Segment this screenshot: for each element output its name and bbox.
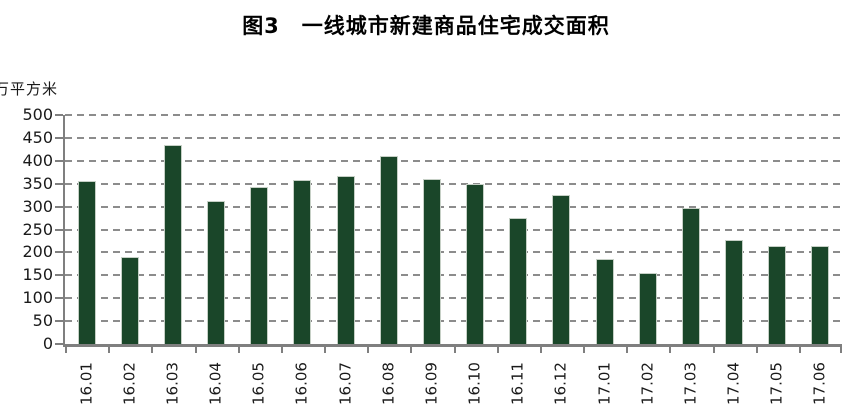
y-tick-0 [55,343,63,345]
bar-16.08 [380,156,398,344]
x-axis-label-17.06: 17.06 [810,362,829,405]
bar-16.01 [78,181,96,344]
bar-17.03 [682,208,700,344]
y-tick-400 [55,159,63,162]
x-axis-tick-18 [840,347,842,353]
y-tick-300 [55,205,63,208]
y-axis-label-250: 250 [22,219,53,239]
bar-16.12 [552,195,570,344]
gridline-50 [65,320,842,323]
x-axis-label-17.04: 17.04 [724,362,743,405]
x-axis-tick-13 [626,347,628,353]
gridline-400 [65,159,842,162]
chart-title: 图3 一线城市新建商品住宅成交面积 [242,14,610,38]
bar-16.03 [164,145,182,344]
x-axis-label-16.08: 16.08 [379,362,398,405]
x-axis-label-16.10: 16.10 [465,362,484,405]
x-axis-label-16.11: 16.11 [508,362,527,405]
y-tick-150 [55,274,63,277]
y-tick-100 [55,297,63,300]
x-axis-label-17.03: 17.03 [681,362,700,405]
y-tick-50 [55,320,63,323]
gridline-350 [65,182,842,185]
gridline-150 [65,274,842,277]
y-tick-350 [55,182,63,185]
bar-16.10 [466,184,484,344]
gridline-450 [65,136,842,139]
x-axis-label-16.01: 16.01 [77,362,96,405]
gridline-300 [65,205,842,208]
bar-16.02 [121,257,139,344]
x-axis-tick-9 [454,347,456,353]
y-axis-label-450: 450 [22,127,53,147]
x-axis-tick-10 [497,347,499,353]
y-axis-label-350: 350 [22,173,53,193]
bar-17.06 [811,246,829,344]
x-axis-line [63,344,842,347]
x-axis-tick-5 [281,347,283,353]
y-axis-label-0: 0 [42,334,53,353]
x-axis-tick-0 [65,347,67,353]
bar-16.09 [423,179,441,344]
y-tick-200 [55,251,63,254]
x-axis-label-17.01: 17.01 [595,362,614,405]
x-axis-label-16.05: 16.05 [249,362,268,405]
x-axis-label-16.09: 16.09 [422,362,441,405]
gridline-500 [65,114,842,116]
gridline-100 [65,297,842,300]
bar-17.02 [639,273,657,344]
x-axis-label-16.03: 16.03 [163,362,182,405]
x-axis-tick-14 [669,347,671,353]
x-axis-tick-11 [540,347,542,353]
x-axis-label-16.04: 16.04 [206,362,225,405]
gridline-250 [65,228,842,231]
x-axis-tick-15 [713,347,715,353]
y-axis-label-150: 150 [22,265,53,285]
bar-16.11 [509,218,527,344]
x-axis-tick-7 [367,347,369,353]
x-axis-tick-16 [756,347,758,353]
plot-area: 0 50 100 150 200 250 300 350 400 450 500 16.01 16.02… [22,106,842,405]
x-axis-label-16.07: 16.07 [336,362,355,405]
bar-16.05 [250,187,268,344]
y-axis-label-200: 200 [22,242,53,262]
x-axis-tick-1 [108,347,110,353]
y-axis-label-300: 300 [22,196,53,216]
x-axis-label-17.02: 17.02 [638,362,657,405]
x-axis-label-16.12: 16.12 [551,362,570,405]
x-axis-tick-12 [583,347,585,353]
bar-16.06 [293,180,311,344]
x-axis-tick-8 [410,347,412,353]
y-axis-label-100: 100 [22,288,53,308]
x-axis-label-16.06: 16.06 [292,362,311,405]
y-axis-label-500: 500 [22,105,53,124]
gridline-200 [65,251,842,254]
y-axis-label-50: 50 [32,311,53,331]
x-axis-tick-17 [799,347,801,353]
y-axis-unit-label: 万平方米 [0,80,59,98]
bar-16.07 [337,176,355,344]
y-tick-500 [55,114,63,116]
y-axis-line [63,115,65,347]
x-axis-tick-3 [195,347,197,353]
bar-17.04 [725,240,743,344]
x-axis-tick-6 [324,347,326,353]
bar-16.04 [207,201,225,344]
y-tick-450 [55,136,63,139]
y-axis-label-400: 400 [22,150,53,170]
x-axis-label-17.05: 17.05 [767,362,786,405]
x-axis-tick-2 [151,347,153,353]
y-tick-250 [55,228,63,231]
x-axis-label-16.02: 16.02 [120,362,139,405]
x-axis-tick-4 [238,347,240,353]
bar-17.01 [596,259,614,344]
bar-17.05 [768,246,786,344]
